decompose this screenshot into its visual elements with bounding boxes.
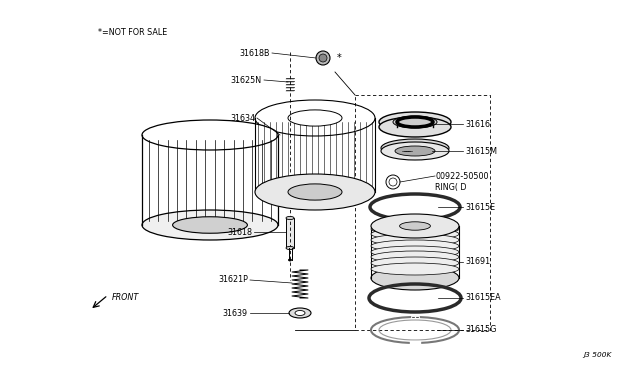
Text: 31639: 31639 [223, 308, 248, 317]
Text: 31616: 31616 [465, 119, 490, 128]
Text: J3 500K: J3 500K [584, 352, 612, 358]
Text: 31621P: 31621P [218, 276, 248, 285]
Ellipse shape [289, 259, 291, 261]
Ellipse shape [399, 222, 430, 230]
Ellipse shape [395, 146, 435, 156]
Ellipse shape [255, 100, 375, 136]
Text: 31615EA: 31615EA [465, 294, 500, 302]
Circle shape [319, 54, 327, 62]
Text: 31615E: 31615E [465, 202, 495, 212]
Text: 31618: 31618 [227, 228, 252, 237]
Ellipse shape [142, 210, 278, 240]
Ellipse shape [255, 174, 375, 210]
Ellipse shape [286, 217, 294, 219]
Text: 31634: 31634 [230, 113, 255, 122]
Ellipse shape [371, 246, 459, 258]
Text: 31625N: 31625N [231, 76, 262, 84]
Text: RING( D: RING( D [435, 183, 467, 192]
Ellipse shape [381, 139, 449, 157]
Text: 31615M: 31615M [465, 147, 497, 155]
Ellipse shape [289, 308, 311, 318]
Text: *=NOT FOR SALE: *=NOT FOR SALE [98, 28, 167, 37]
Ellipse shape [381, 142, 449, 160]
Ellipse shape [371, 228, 459, 240]
Text: 31615G: 31615G [465, 326, 497, 334]
Text: 00922-50500: 00922-50500 [435, 171, 488, 180]
Ellipse shape [371, 266, 459, 290]
Ellipse shape [371, 234, 459, 246]
Text: 31691: 31691 [465, 257, 490, 266]
Ellipse shape [288, 110, 342, 126]
Bar [286, 218, 294, 248]
Ellipse shape [379, 112, 451, 132]
Ellipse shape [371, 240, 459, 252]
Ellipse shape [288, 184, 342, 200]
Ellipse shape [173, 217, 248, 233]
Ellipse shape [142, 120, 278, 150]
Ellipse shape [371, 257, 459, 269]
Text: 31618B: 31618B [239, 48, 270, 58]
Ellipse shape [393, 116, 437, 128]
Text: FRONT: FRONT [112, 292, 140, 301]
Circle shape [316, 51, 330, 65]
Ellipse shape [371, 214, 459, 238]
Ellipse shape [295, 311, 305, 315]
Ellipse shape [371, 263, 459, 275]
Ellipse shape [371, 223, 459, 235]
Ellipse shape [379, 117, 451, 137]
Ellipse shape [371, 251, 459, 263]
Text: *: * [337, 53, 342, 63]
Ellipse shape [286, 246, 294, 250]
